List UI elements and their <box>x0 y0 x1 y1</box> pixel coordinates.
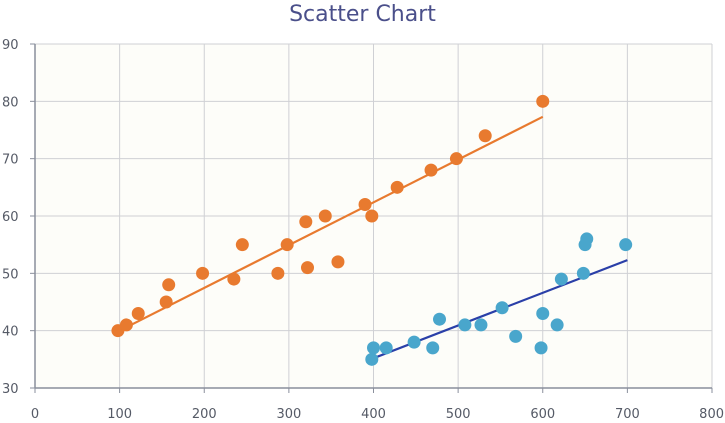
x-tick-label: 500 <box>446 407 471 422</box>
data-point-series-1[interactable] <box>271 266 285 280</box>
data-point-series-1[interactable] <box>478 129 492 143</box>
data-point-series-1[interactable] <box>390 180 404 194</box>
data-point-series-1[interactable] <box>358 198 372 212</box>
data-point-series-1[interactable] <box>331 255 345 269</box>
data-point-series-1[interactable] <box>449 152 463 166</box>
axes: 30 40 50 60 70 80 90 0 100 200 300 400 500 600 700 800 <box>2 38 724 422</box>
x-tick-label: 400 <box>361 407 386 422</box>
chart-title: Scatter Chart <box>289 2 436 27</box>
data-point-series-1[interactable] <box>299 215 313 229</box>
y-tick-label: 80 <box>2 95 19 110</box>
data-point-series-1[interactable] <box>536 94 550 108</box>
trendline-series-1 <box>119 115 544 332</box>
data-point-series-2[interactable] <box>495 301 509 315</box>
data-point-series-2[interactable] <box>458 318 472 332</box>
y-tick-label: 30 <box>2 382 19 397</box>
data-point-series-1[interactable] <box>318 209 332 223</box>
x-tick-label: 200 <box>192 407 217 422</box>
data-point-series-2[interactable] <box>554 272 568 286</box>
data-point-series-1[interactable] <box>365 209 379 223</box>
data-point-series-2[interactable] <box>536 306 550 320</box>
data-point-series-2[interactable] <box>367 341 380 355</box>
data-point-series-2[interactable] <box>365 352 379 366</box>
y-tick-label: 50 <box>2 267 19 282</box>
data-point-series-2[interactable] <box>580 232 594 246</box>
data-point-series-2[interactable] <box>534 341 548 355</box>
data-point-series-1[interactable] <box>162 278 176 292</box>
data-point-series-1[interactable] <box>235 238 249 252</box>
x-tick-label: 300 <box>276 407 301 422</box>
y-tick-label: 60 <box>2 210 19 225</box>
data-point-series-1[interactable] <box>300 261 314 275</box>
data-point-series-1[interactable] <box>280 238 294 252</box>
data-point-series-1[interactable] <box>131 306 145 320</box>
x-tick-label: 100 <box>107 407 132 422</box>
data-point-series-1[interactable] <box>196 266 210 280</box>
data-point-series-2[interactable] <box>433 312 447 326</box>
x-tick-label: 700 <box>615 407 640 422</box>
y-tick-label: 70 <box>2 153 19 168</box>
data-points <box>111 94 633 366</box>
data-point-series-1[interactable] <box>424 163 438 177</box>
y-tick-label: 90 <box>2 38 19 53</box>
data-point-series-2[interactable] <box>619 238 633 252</box>
data-point-series-2[interactable] <box>576 266 590 280</box>
x-tick-label: 0 <box>31 407 39 422</box>
data-point-series-1[interactable] <box>119 318 133 332</box>
data-point-series-2[interactable] <box>426 341 440 355</box>
data-point-series-1[interactable] <box>159 295 173 309</box>
data-point-series-2[interactable] <box>407 335 421 349</box>
x-tick-label: 600 <box>530 407 555 422</box>
data-point-series-2[interactable] <box>509 329 523 343</box>
data-point-series-2[interactable] <box>550 318 564 332</box>
data-point-series-2[interactable] <box>474 318 488 332</box>
x-tick-label: 800 <box>699 407 724 422</box>
data-point-series-1[interactable] <box>227 272 241 286</box>
y-tick-label: 40 <box>2 325 19 340</box>
data-point-series-2[interactable] <box>379 341 393 355</box>
